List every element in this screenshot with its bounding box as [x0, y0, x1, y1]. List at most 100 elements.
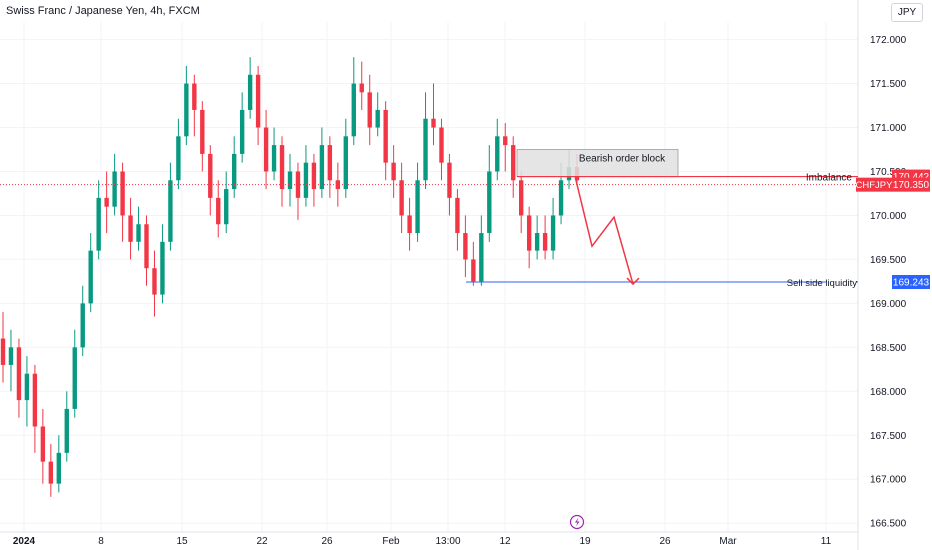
candle-body	[80, 303, 85, 348]
x-tick-label: 13:00	[435, 536, 460, 547]
candle-body	[192, 83, 197, 110]
candle-body	[112, 171, 117, 207]
candle-body	[399, 180, 404, 216]
sell-side-liquidity-label: Sell side liquidity	[787, 278, 857, 289]
x-tick-label: 8	[98, 536, 104, 547]
currency-button[interactable]: JPY	[891, 3, 923, 22]
liquidity-price-tag	[892, 275, 930, 290]
y-tick-label: 168.500	[870, 343, 907, 354]
candle-body	[0, 338, 6, 365]
y-tick-label: 169.500	[870, 255, 907, 266]
y-tick-label: 170.500	[870, 167, 907, 178]
candle-body	[184, 83, 189, 137]
candle-body	[311, 162, 317, 190]
symbol-tag	[856, 177, 892, 192]
candle-body	[32, 373, 38, 427]
candle-body	[335, 180, 341, 190]
candle-body	[542, 233, 548, 251]
candle-body	[526, 215, 532, 251]
candle-body	[495, 136, 500, 172]
candle-body	[359, 83, 364, 93]
candle-body	[431, 118, 436, 128]
y-tick-label: 171.500	[870, 79, 907, 90]
candle-body	[391, 162, 396, 181]
x-tick-label: 11	[821, 536, 832, 547]
x-tick-label: 22	[256, 536, 268, 547]
candle-body	[479, 233, 484, 282]
candle-body	[327, 145, 333, 181]
candle-body	[415, 180, 420, 234]
candle-body	[439, 127, 444, 163]
candle-body	[216, 197, 221, 225]
candle-body	[120, 171, 125, 216]
x-tick-label: 19	[579, 536, 591, 547]
candle-body	[271, 145, 277, 172]
candle-body	[40, 426, 46, 462]
current-price-tag-text: 170.350	[893, 180, 930, 191]
candle-body	[8, 347, 14, 365]
order-block-label: Bearish order block	[579, 154, 666, 165]
candle-body	[383, 109, 388, 163]
candle-body	[263, 127, 269, 172]
current-price-tag	[892, 177, 930, 192]
candle-body	[534, 233, 540, 251]
candle-body	[200, 109, 205, 154]
candle-body	[351, 83, 356, 137]
candle-body	[487, 171, 492, 234]
candle-body	[72, 347, 77, 409]
candle-body	[176, 136, 181, 181]
y-tick-label: 169.000	[870, 299, 907, 310]
candle-body	[168, 180, 173, 242]
y-tick-label: 170.000	[870, 211, 907, 222]
imbalance-label: Imbalance	[806, 173, 853, 184]
projection-arrowhead	[626, 277, 640, 286]
candle-body	[96, 197, 101, 251]
candle-body	[16, 347, 22, 401]
x-tick-label: Mar	[719, 536, 737, 547]
y-tick-label: 172.000	[870, 35, 907, 46]
candle-body	[511, 145, 516, 181]
candle-body	[471, 259, 476, 282]
candle-body	[407, 215, 412, 234]
candle-body	[136, 224, 141, 242]
y-tick-label: 167.500	[870, 431, 907, 442]
symbol-tag-text: CHFJPY	[856, 180, 894, 191]
chart-title: Swiss Franc / Japanese Yen, 4h, FXCM	[6, 5, 200, 17]
candle-body	[247, 74, 253, 110]
candle-body	[232, 153, 237, 190]
candle-body	[303, 162, 309, 198]
candle-body	[463, 233, 468, 260]
y-tick-label: 168.000	[870, 387, 907, 398]
candle-body	[519, 180, 524, 216]
candle-body	[239, 109, 245, 154]
x-tick-label: 15	[176, 536, 188, 547]
x-tick-label: 26	[321, 536, 333, 547]
candle-body	[224, 189, 229, 225]
candle-body	[455, 197, 460, 234]
liquidity-label-bg	[826, 275, 856, 289]
candle-body	[558, 180, 564, 216]
candle-body	[64, 408, 69, 453]
candle-body	[160, 241, 165, 295]
candle-body	[104, 197, 109, 207]
x-tick-label: 12	[499, 536, 511, 547]
candle-body	[48, 461, 54, 484]
candle-body	[88, 250, 93, 304]
candle-body	[343, 136, 348, 190]
candle-body	[287, 171, 293, 190]
candle-body	[550, 215, 556, 251]
x-tick-label: Feb	[382, 536, 400, 547]
candle-body	[24, 373, 30, 401]
x-tick-label: 2024	[13, 536, 36, 547]
candle-body	[255, 74, 261, 128]
candle-body	[128, 215, 133, 242]
candle-body	[447, 162, 452, 198]
candle-body	[423, 118, 428, 181]
imbalance-price-tag-text: 170.442	[893, 172, 930, 183]
liquidity-price-tag-text: 169.243	[893, 278, 930, 289]
candle-body	[208, 153, 213, 198]
lightning-icon-glyph	[575, 517, 580, 527]
candle-body	[279, 145, 285, 190]
y-tick-label: 171.000	[870, 123, 907, 134]
